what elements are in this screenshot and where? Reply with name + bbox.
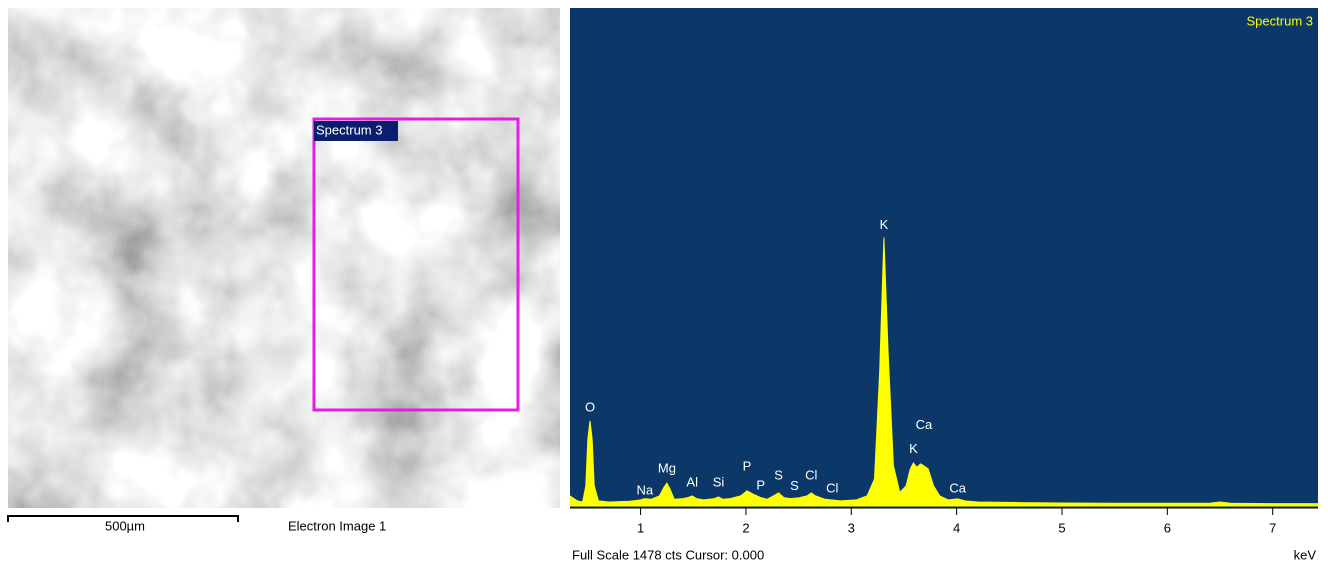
x-tick-label: 1 xyxy=(637,520,644,535)
electron-image: Spectrum 3 500µm Electron Image 1 xyxy=(7,8,560,533)
peak-label: Mg xyxy=(658,460,676,475)
image-label: Electron Image 1 xyxy=(288,518,386,533)
peak-label: S xyxy=(774,467,783,482)
chart-title: Spectrum 3 xyxy=(1247,13,1313,28)
scale-bar xyxy=(7,515,239,522)
peak-label: Si xyxy=(713,475,725,490)
spectrum xyxy=(569,237,1319,507)
peak-label: Ca xyxy=(916,417,933,432)
x-tick-label: 6 xyxy=(1164,520,1171,535)
scale-label: 500µm xyxy=(105,518,145,533)
peak-label: Al xyxy=(686,475,698,490)
peak-label: P xyxy=(756,478,765,493)
region-box[interactable] xyxy=(312,117,520,412)
x-tick-label: 7 xyxy=(1269,520,1276,535)
peak-label: Cl xyxy=(826,480,838,495)
x-tick-label: 4 xyxy=(953,520,960,535)
sem-grain xyxy=(8,8,560,508)
peak-label: K xyxy=(880,217,889,232)
region-label-bg xyxy=(314,121,398,141)
plot-area xyxy=(570,8,1318,508)
x-tick-label: 2 xyxy=(742,520,749,535)
footer: Full Scale 1478 cts Cursor: 0.000 xyxy=(572,547,764,562)
peak-label: K xyxy=(909,441,918,456)
peak-label: O xyxy=(585,399,595,414)
peak-label: S xyxy=(790,478,799,493)
x-axis-label: keV xyxy=(1294,547,1317,562)
x-tick-label: 3 xyxy=(848,520,855,535)
peak-label: Cl xyxy=(805,467,817,482)
region-label: Spectrum 3 xyxy=(316,122,382,137)
peak-label: P xyxy=(743,458,752,473)
spectrum-chart: Spectrum 3 Full Scale 1478 cts Cursor: 0… xyxy=(569,8,1319,562)
peak-label: Ca xyxy=(949,480,966,495)
x-tick-label: 5 xyxy=(1058,520,1065,535)
peak-label: Na xyxy=(636,482,653,497)
